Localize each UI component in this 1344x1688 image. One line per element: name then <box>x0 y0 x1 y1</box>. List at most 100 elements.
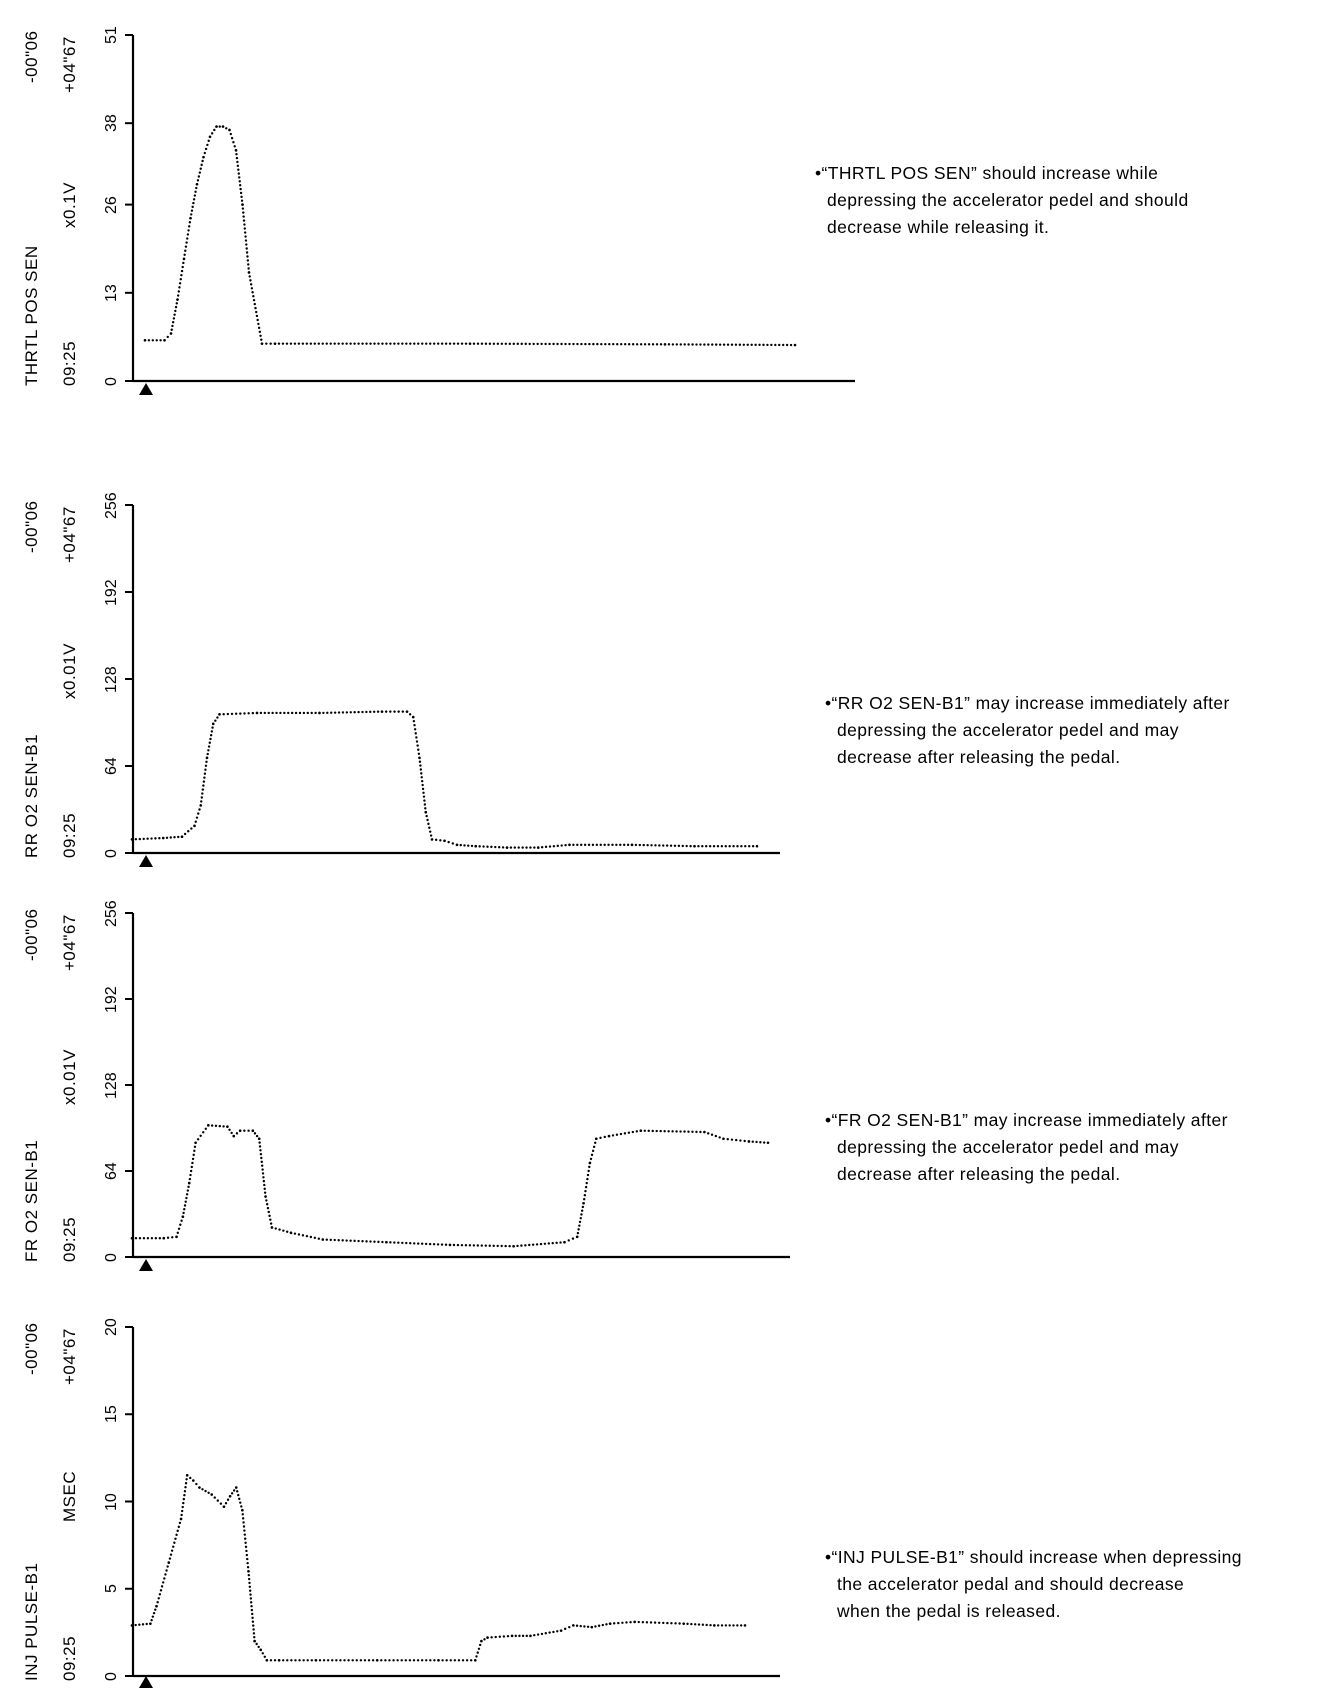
time-label: 09:25 <box>60 1635 79 1681</box>
data-dot <box>484 342 488 345</box>
data-dot <box>615 1133 619 1136</box>
data-dot <box>774 343 777 347</box>
data-dot <box>206 143 209 147</box>
data-dot <box>247 263 250 266</box>
data-dot <box>243 1533 246 1536</box>
data-dot <box>619 843 622 847</box>
data-dot <box>172 317 176 320</box>
data-dot <box>151 339 154 342</box>
data-dot <box>171 1236 174 1239</box>
data-dot <box>781 343 785 347</box>
data-dot <box>591 843 595 847</box>
data-dot <box>666 1621 669 1625</box>
data-dot <box>460 342 464 345</box>
data-dot <box>671 343 675 346</box>
data-dot <box>412 719 416 723</box>
data-dot <box>255 314 259 318</box>
data-dot <box>260 1160 263 1164</box>
data-dot <box>192 201 195 205</box>
data-dot <box>611 843 614 847</box>
data-point <box>189 216 192 220</box>
note-line: •“INJ PULSE-B1” should increase when dep… <box>825 1547 1242 1567</box>
data-dot <box>687 1130 690 1133</box>
data-dot <box>516 342 519 346</box>
data-dot <box>183 1489 187 1493</box>
data-dot <box>309 1235 313 1239</box>
data-dot <box>659 1129 662 1133</box>
data-dot <box>687 343 690 346</box>
data-dot <box>681 844 684 848</box>
time-offset-neg-label: -00"06 <box>22 30 41 83</box>
y-tick-label: 51 <box>103 26 120 44</box>
data-dot <box>722 343 726 346</box>
data-point <box>222 1505 226 1509</box>
data-dot <box>200 796 203 799</box>
data-dot <box>252 298 256 302</box>
data-dot <box>201 159 204 163</box>
data-dot <box>205 760 208 764</box>
data-point <box>639 1129 643 1132</box>
y-tick-label: 128 <box>103 1071 120 1099</box>
data-dot <box>427 822 430 826</box>
data-dot <box>253 1132 257 1135</box>
data-dot <box>246 259 250 262</box>
data-dot <box>475 1655 478 1658</box>
data-dot <box>654 844 657 847</box>
data-dot <box>420 1659 424 1662</box>
data-dot <box>179 278 182 281</box>
data-dot <box>151 1615 155 1618</box>
data-dot <box>420 779 424 783</box>
data-dot <box>317 342 320 345</box>
data-dot <box>257 322 260 326</box>
data-dot <box>456 342 460 345</box>
data-dot <box>556 1630 559 1633</box>
data-dot <box>243 1129 246 1132</box>
note-line: decrease while releasing it. <box>827 217 1050 237</box>
data-dot <box>282 1659 285 1662</box>
data-point <box>273 342 277 345</box>
data-dot <box>686 1622 689 1626</box>
data-dot <box>306 711 309 715</box>
data-dot <box>183 1208 186 1211</box>
data-point <box>195 182 199 186</box>
data-dot <box>615 843 618 847</box>
data-dot <box>480 342 484 345</box>
data-dot <box>389 1241 392 1244</box>
data-dot <box>377 1240 380 1244</box>
note-line: depressing the accelerator pedel and may <box>837 1137 1179 1157</box>
data-dot <box>182 261 185 265</box>
data-dot <box>198 171 201 174</box>
data-dot <box>230 1131 233 1135</box>
data-dot <box>230 136 234 140</box>
data-dot <box>707 343 710 346</box>
data-dot <box>183 1204 187 1207</box>
data-dot <box>556 844 559 848</box>
data-dot <box>579 1216 582 1220</box>
data-dot <box>785 343 789 347</box>
data-dot <box>770 343 773 347</box>
trigger-marker-icon <box>139 1259 153 1271</box>
data-dot <box>166 1565 169 1568</box>
data-dot <box>216 716 219 719</box>
data-dot <box>204 1127 207 1131</box>
data-dot <box>326 711 329 715</box>
data-dot <box>181 1505 184 1509</box>
data-dot <box>285 1230 289 1233</box>
data-dot <box>711 343 714 346</box>
data-dot <box>746 343 749 346</box>
data-dot <box>157 1597 160 1600</box>
data-dot <box>743 1139 746 1143</box>
series-thrtl-pos-sen <box>143 125 797 347</box>
data-dot <box>193 1145 197 1149</box>
data-point <box>568 843 571 847</box>
data-dot <box>416 1659 420 1662</box>
data-point <box>228 128 231 132</box>
data-dot <box>251 291 254 294</box>
data-dot <box>335 1659 338 1662</box>
data-dot <box>244 239 248 242</box>
data-dot <box>158 1236 162 1240</box>
data-dot <box>404 1659 408 1662</box>
data-point <box>215 125 218 128</box>
data-dot <box>408 1659 412 1662</box>
data-dot <box>601 1623 604 1627</box>
